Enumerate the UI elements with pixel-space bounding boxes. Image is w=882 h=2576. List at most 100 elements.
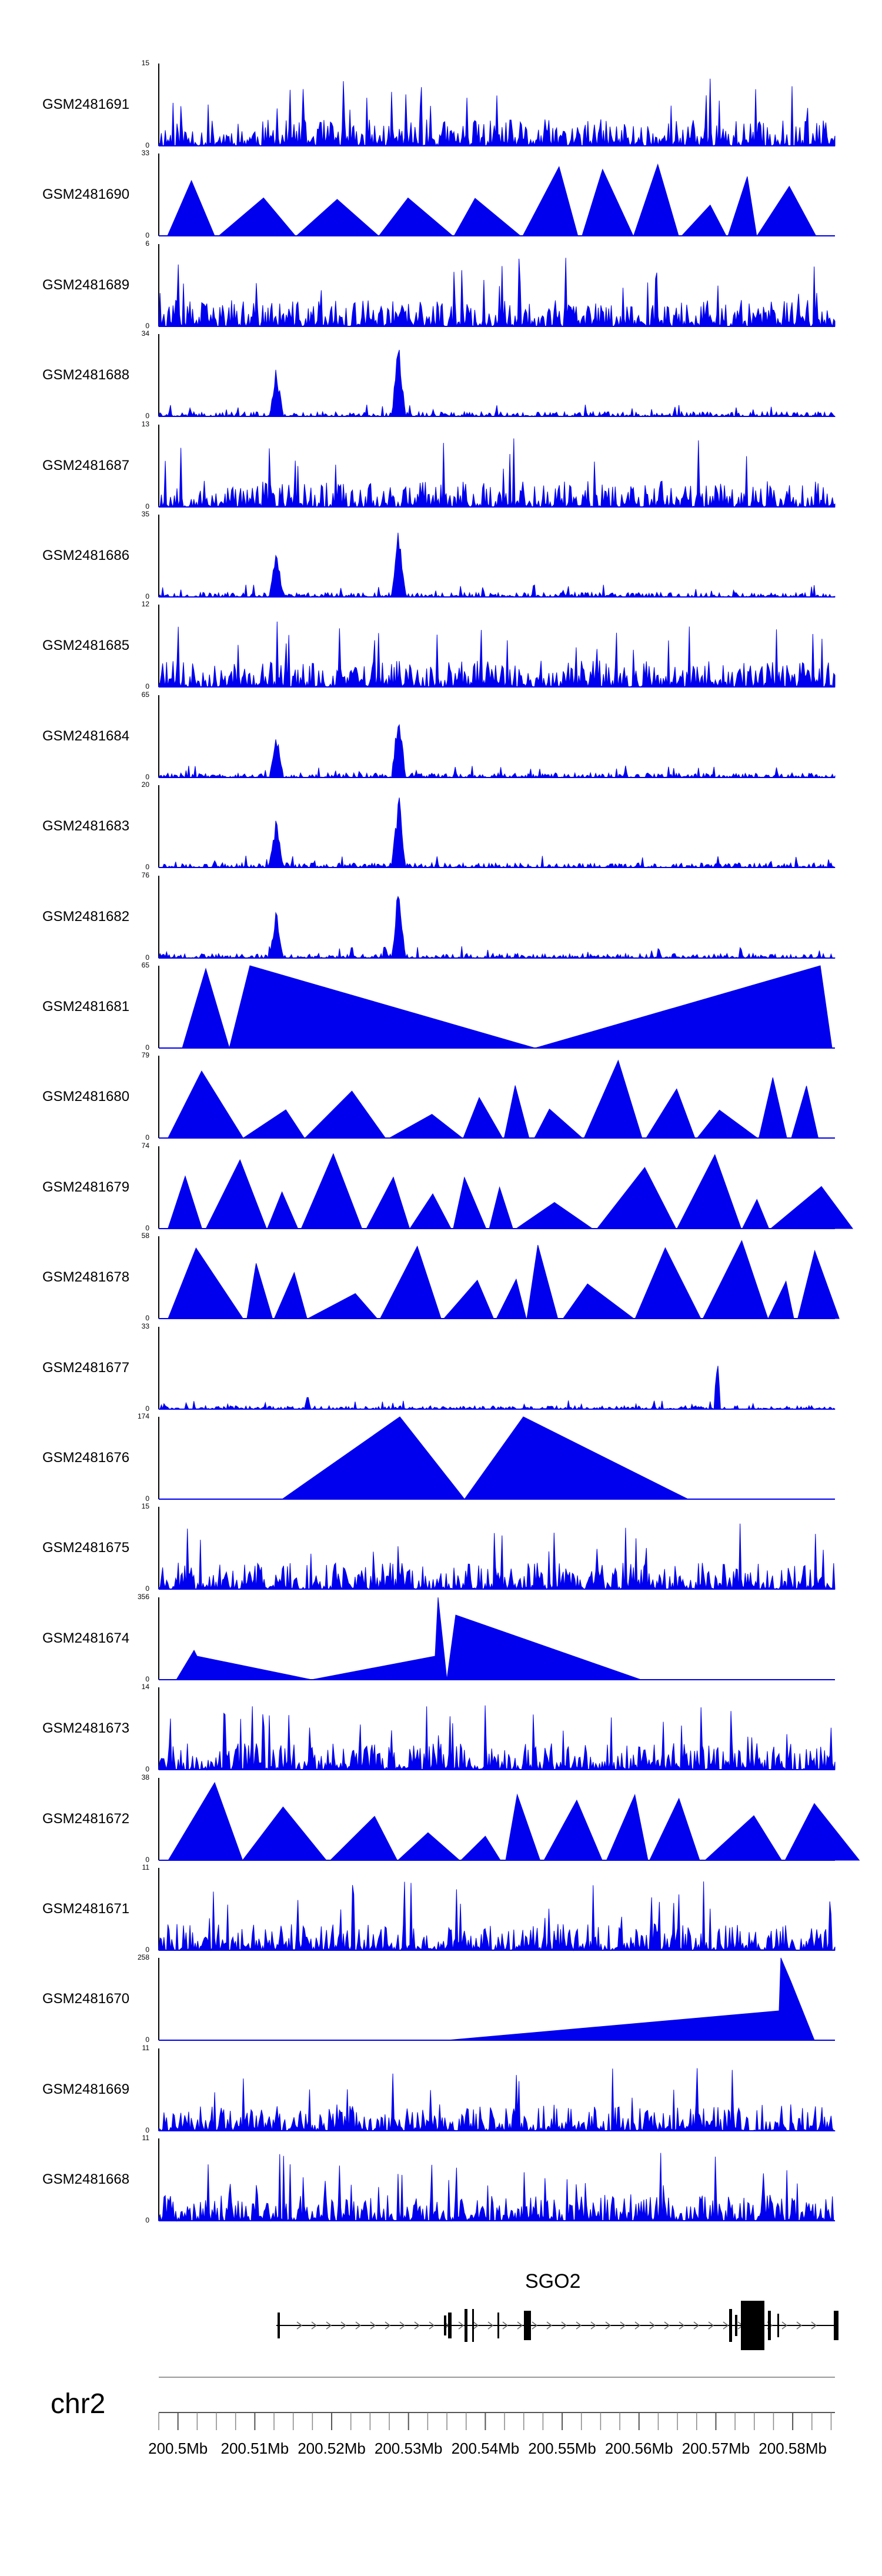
signal-area [176,1597,642,1680]
axis-tick-label: 200.56Mb [605,2440,673,2457]
track-label: GSM2481676 [42,1450,130,1466]
y-axis-line [158,695,159,778]
y-axis-min-label: 0 [145,231,149,240]
track-GSM2481679: GSM2481679 74 0 [0,1142,882,1232]
signal-plot [159,163,835,237]
y-axis-max-label: 15 [141,1502,149,1511]
y-axis-min-label: 0 [145,1674,149,1683]
track-label: GSM2481669 [42,2081,130,2097]
y-axis-line [158,1326,159,1409]
chromosome-label: chr2 [51,2388,106,2420]
signal-plot [158,1705,836,1771]
signal-area [158,1881,836,1951]
strand-arrow [385,2321,391,2330]
exon [472,2309,474,2342]
signal-plot [159,1958,835,2041]
track-GSM2481691: GSM2481691 15 0 [0,59,882,149]
y-axis-max-label: 11 [142,1863,149,1871]
signal-area [158,349,836,418]
y-axis-max-label: 65 [141,961,149,969]
y-axis-min-label: 0 [145,772,149,781]
strand-arrow [679,2321,685,2330]
signal-plot [158,798,836,869]
strand-arrow [340,2321,347,2330]
track-GSM2481677: GSM2481677 33 0 [0,1322,882,1413]
y-axis-max-label: 15 [141,59,149,67]
y-axis-max-label: 58 [141,1232,149,1240]
track-GSM2481685: GSM2481685 12 0 [0,600,882,691]
signal-plot [159,1240,840,1320]
signal-plot [158,1523,836,1591]
exon [524,2311,531,2340]
track-GSM2481675: GSM2481675 15 0 [0,1502,882,1593]
strand-arrow [693,2321,700,2330]
signal-plot [158,622,836,689]
y-axis-min-label: 0 [145,1855,149,1864]
y-axis-line [158,2138,159,2221]
y-axis-min-label: 0 [145,2216,149,2225]
strand-arrow [708,2321,714,2330]
strand-arrow [502,2321,509,2330]
signal-area [158,78,836,147]
signal-plot [158,2153,836,2222]
y-axis-line [158,1868,159,1950]
y-axis-line [158,1958,159,2041]
track-label: GSM2481672 [42,1810,130,1827]
y-axis-line [158,966,159,1048]
signal-area [168,1781,860,1861]
axis-tick-label: 200.5Mb [148,2440,208,2457]
signal-area [167,163,817,236]
signal-area [158,622,836,689]
track-label: GSM2481680 [42,1089,130,1105]
y-axis-max-label: 79 [141,1051,149,1060]
signal-area [158,798,836,869]
y-axis-min-label: 0 [145,1494,149,1503]
exon [741,2301,764,2350]
y-axis-min-label: 0 [145,1584,149,1593]
y-axis-min-label: 0 [145,682,149,691]
y-axis-line [158,334,159,417]
track-label: GSM2481688 [42,367,130,383]
y-axis-min-label: 0 [145,2125,149,2134]
y-axis-line [158,64,159,146]
signal-area [158,895,836,959]
y-axis-min-label: 0 [145,1946,149,1954]
exon [448,2313,452,2338]
track-GSM2481684: GSM2481684 65 0 [0,690,882,781]
track-label: GSM2481686 [42,548,130,563]
y-axis-max-label: 76 [141,870,149,879]
y-axis-line [158,1597,159,1680]
track-GSM2481670: GSM2481670 258 0 [0,1953,882,2044]
signal-area [167,1059,819,1139]
strand-arrow [458,2321,465,2330]
strand-arrow [723,2321,729,2330]
signal-plot [158,78,836,147]
signal-plot [159,965,835,1049]
y-axis-max-label: 38 [141,1773,149,1781]
y-axis-line [158,424,159,507]
y-axis-line [158,1056,159,1139]
track-label: GSM2481678 [42,1269,130,1286]
track-GSM2481687: GSM2481687 13 0 [0,420,882,510]
y-axis-max-label: 11 [142,2134,149,2143]
y-axis-max-label: 11 [142,2043,149,2052]
signal-area [446,1958,815,2041]
strand-arrow [620,2321,626,2330]
y-axis-line [158,2048,159,2131]
track-GSM2481671: GSM2481671 11 0 [0,1863,882,1954]
signal-plot [159,1153,854,1229]
exon [735,2315,737,2336]
signal-plot [158,895,836,959]
track-label: GSM2481682 [42,908,130,925]
y-axis-line [158,875,159,958]
y-axis-max-label: 6 [145,239,149,248]
y-axis-min-label: 0 [145,1314,149,1323]
signal-area [182,965,833,1049]
y-axis-min-label: 0 [145,502,149,510]
signal-area [158,2153,836,2222]
y-axis-max-label: 13 [141,419,149,428]
genome-axis: 200.5Mb 200.51Mb 200.52Mb 200.53Mb 200.54Mb 2… [148,2377,835,2457]
y-axis-max-label: 12 [141,600,149,609]
track-label: GSM2481668 [42,2171,130,2188]
signal-plot [158,2068,836,2132]
